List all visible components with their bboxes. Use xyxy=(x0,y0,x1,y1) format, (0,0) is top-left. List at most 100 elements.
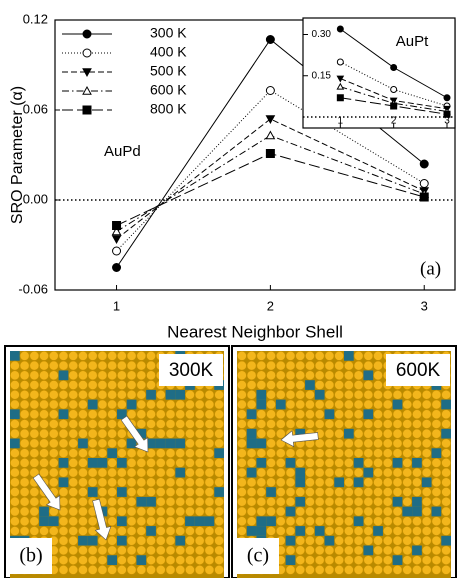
host-atom xyxy=(393,419,402,428)
host-atom xyxy=(78,565,87,574)
host-atom xyxy=(10,390,19,399)
solute-atom xyxy=(412,497,422,507)
solute-atom xyxy=(363,370,373,380)
host-atom xyxy=(354,410,363,419)
marker xyxy=(444,95,450,101)
host-atom xyxy=(176,517,185,526)
host-atom xyxy=(383,478,392,487)
host-atom xyxy=(364,526,373,535)
host-atom xyxy=(276,487,285,496)
legend-label: 600 K xyxy=(150,82,187,98)
host-atom xyxy=(205,429,214,438)
host-atom xyxy=(247,361,256,370)
host-atom xyxy=(266,507,275,516)
host-atom xyxy=(344,390,353,399)
host-atom xyxy=(325,390,334,399)
host-atom xyxy=(403,517,412,526)
solute-atom xyxy=(412,546,422,556)
host-atom xyxy=(257,468,266,477)
host-atom xyxy=(325,371,334,380)
solute-atom xyxy=(247,526,257,536)
solute-atom xyxy=(166,390,176,400)
host-atom xyxy=(393,410,402,419)
host-atom xyxy=(266,458,275,467)
host-atom xyxy=(354,497,363,506)
host-atom xyxy=(20,351,29,360)
host-atom xyxy=(108,380,117,389)
host-atom xyxy=(146,419,155,428)
solute-atom xyxy=(195,516,205,526)
host-atom xyxy=(69,361,78,370)
solute-atom xyxy=(88,536,98,546)
host-atom xyxy=(88,429,97,438)
host-atom xyxy=(325,497,334,506)
host-atom xyxy=(237,390,246,399)
host-atom xyxy=(39,351,48,360)
host-atom xyxy=(266,419,275,428)
host-atom xyxy=(412,449,421,458)
host-atom xyxy=(185,487,194,496)
host-atom xyxy=(185,390,194,399)
host-atom xyxy=(276,351,285,360)
host-atom xyxy=(117,351,126,360)
host-atom xyxy=(373,507,382,516)
host-atom xyxy=(335,429,344,438)
host-atom xyxy=(344,507,353,516)
y-tick-label: 0.12 xyxy=(23,11,48,26)
host-atom xyxy=(156,536,165,545)
host-atom xyxy=(305,517,314,526)
host-atom xyxy=(286,400,295,409)
host-atom xyxy=(432,497,441,506)
host-atom xyxy=(364,536,373,545)
host-atom xyxy=(127,351,136,360)
host-atom xyxy=(137,410,146,419)
host-atom xyxy=(146,351,155,360)
host-atom xyxy=(215,546,224,555)
host-atom xyxy=(412,556,421,565)
host-atom xyxy=(383,565,392,574)
host-atom xyxy=(442,507,451,516)
host-atom xyxy=(344,380,353,389)
host-atom xyxy=(69,419,78,428)
host-atom xyxy=(59,497,68,506)
solute-atom xyxy=(256,516,266,526)
host-atom xyxy=(354,468,363,477)
host-atom xyxy=(195,536,204,545)
solute-atom xyxy=(127,400,137,410)
host-atom xyxy=(393,439,402,448)
host-atom xyxy=(205,449,214,458)
host-atom xyxy=(69,517,78,526)
host-atom xyxy=(325,478,334,487)
host-atom xyxy=(276,380,285,389)
host-atom xyxy=(215,565,224,574)
solute-atom xyxy=(256,390,266,400)
host-atom xyxy=(30,497,39,506)
host-atom xyxy=(335,526,344,535)
host-atom xyxy=(88,380,97,389)
host-atom xyxy=(39,468,48,477)
host-atom xyxy=(69,487,78,496)
solute-atom xyxy=(247,468,257,478)
host-atom xyxy=(39,458,48,467)
host-atom xyxy=(403,419,412,428)
host-atom xyxy=(137,565,146,574)
host-atom xyxy=(146,361,155,370)
host-atom xyxy=(195,546,204,555)
host-atom xyxy=(354,507,363,516)
host-atom xyxy=(276,429,285,438)
host-atom xyxy=(442,565,451,574)
host-atom xyxy=(325,351,334,360)
host-atom xyxy=(354,546,363,555)
solute-atom xyxy=(146,390,156,400)
host-atom xyxy=(276,468,285,477)
solute-atom xyxy=(344,429,354,439)
host-atom xyxy=(166,497,175,506)
host-atom xyxy=(422,390,431,399)
host-atom xyxy=(185,556,194,565)
host-atom xyxy=(49,380,58,389)
host-atom xyxy=(335,390,344,399)
host-atom xyxy=(296,351,305,360)
host-atom xyxy=(305,565,314,574)
host-atom xyxy=(176,478,185,487)
host-atom xyxy=(286,468,295,477)
